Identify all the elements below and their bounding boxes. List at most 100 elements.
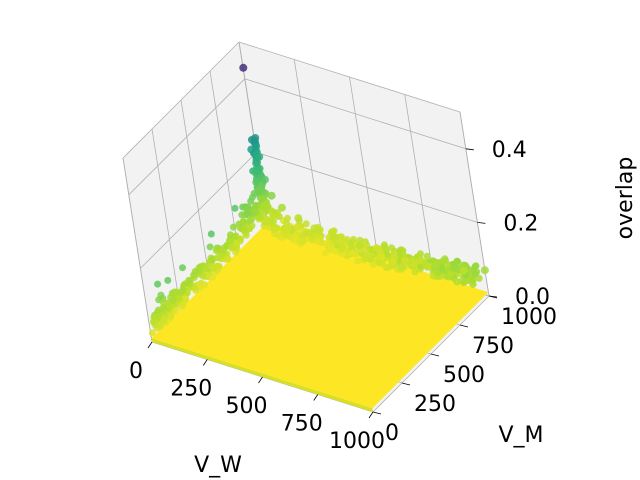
left-column-point — [157, 291, 165, 299]
grid-back-z — [256, 152, 478, 223]
left-column-point — [181, 295, 189, 303]
data-points — [148, 63, 489, 337]
ridge-point — [439, 257, 447, 265]
left-column-point — [167, 312, 175, 319]
notable-point — [294, 214, 303, 223]
ridge-point — [361, 255, 369, 262]
ridge-point — [390, 258, 397, 266]
ridge-point — [274, 231, 282, 239]
x-tick-label: 750 — [281, 412, 323, 437]
pane-edge — [459, 111, 490, 297]
z-tick — [488, 295, 498, 298]
spike-point — [254, 187, 263, 195]
notable-point — [267, 191, 276, 200]
ridge-point — [423, 252, 431, 260]
ridge-point — [307, 230, 315, 238]
grid-left-y — [180, 99, 211, 285]
tick-marks — [147, 148, 498, 419]
ridge-point — [411, 268, 419, 276]
ridge-point — [348, 249, 356, 257]
ridge-point — [444, 261, 451, 269]
y-tick — [401, 382, 411, 386]
y-axis-label: V_M — [498, 423, 543, 448]
z-tick — [477, 222, 486, 224]
ridge-point — [472, 262, 480, 270]
z-axis-label: overlap — [613, 157, 638, 240]
x-tick-label: 0 — [129, 359, 143, 384]
y-tick — [459, 324, 469, 328]
left-column-point — [240, 226, 248, 234]
spike-point — [252, 159, 260, 168]
ridge-point — [461, 277, 469, 285]
surface-front-edge — [151, 338, 373, 412]
pane-edge — [238, 41, 461, 113]
left-column-point — [173, 288, 181, 296]
left-column-point — [251, 201, 259, 209]
spike-point — [247, 145, 255, 154]
ridge-point — [283, 226, 291, 234]
grid-back-x — [404, 94, 435, 279]
ridge-point — [323, 239, 331, 247]
left-column-point — [228, 243, 236, 251]
notable-point — [277, 203, 286, 212]
left-column-point — [148, 329, 156, 337]
ridge-point — [356, 242, 364, 250]
left-column-point — [179, 286, 187, 294]
ridge-point — [338, 250, 346, 258]
ridge-point — [460, 261, 468, 269]
notable-point — [416, 256, 425, 265]
left-column-point — [159, 303, 167, 311]
ridge-point — [297, 237, 305, 245]
left-column-point — [160, 317, 168, 325]
z-tick-label: 0.4 — [492, 138, 527, 163]
x-axis-label: V_W — [194, 453, 242, 478]
left-column-point — [191, 267, 199, 275]
left-column-point — [207, 230, 215, 238]
ridge-point — [378, 253, 386, 261]
left-column-point — [249, 193, 256, 201]
x-tick — [258, 376, 263, 384]
ridge-point — [475, 274, 483, 282]
grid-left-z — [128, 78, 246, 196]
y-tick — [430, 353, 440, 357]
left-column-point — [164, 276, 172, 284]
grid-left-z — [140, 152, 257, 269]
ridge-point — [354, 257, 362, 265]
y-tick-label: 1000 — [501, 305, 557, 330]
spike-point — [260, 203, 268, 212]
spike-point — [252, 178, 260, 187]
ridge-point — [380, 241, 388, 249]
left-column-point — [212, 247, 220, 254]
notable-point — [480, 266, 489, 275]
notable-point — [328, 228, 336, 237]
y-tick-label: 250 — [414, 392, 456, 417]
ridge-point — [383, 250, 391, 258]
x-tick-label: 500 — [226, 394, 268, 419]
x-tick — [313, 394, 319, 401]
y-tick-label: 500 — [443, 363, 485, 388]
left-column-point — [199, 272, 207, 280]
left-column-point — [209, 273, 217, 281]
ridge-point — [270, 226, 278, 234]
x-tick — [147, 341, 153, 349]
pane-edge — [122, 157, 153, 343]
left-column-point — [229, 223, 237, 231]
ridge-point — [468, 276, 476, 284]
left-column-point — [244, 205, 252, 212]
x-tick-label: 250 — [170, 377, 212, 402]
ridge-point — [314, 223, 322, 231]
z-tick-label: 0.0 — [515, 285, 550, 310]
left-column-point — [196, 281, 204, 289]
x-tick — [368, 411, 374, 419]
grid-back-x — [293, 59, 324, 244]
ridge-point — [397, 263, 405, 271]
spike-point — [254, 167, 262, 176]
grid-left-y — [151, 128, 182, 314]
ridge-point — [332, 248, 340, 255]
left-column-point — [154, 280, 162, 288]
ridge-point — [432, 260, 440, 268]
left-column-point — [210, 265, 218, 273]
